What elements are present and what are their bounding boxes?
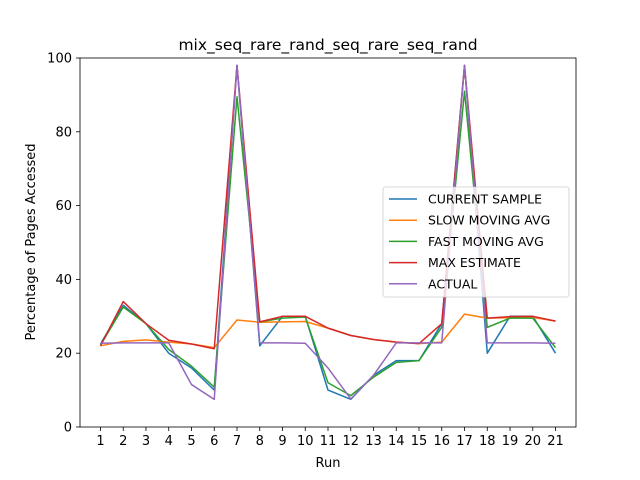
legend-label-max-estimate: MAX ESTIMATE (428, 255, 521, 270)
legend-label-slow-moving-avg: SLOW MOVING AVG (428, 213, 550, 228)
x-tick-label: 6 (210, 434, 218, 449)
chart-title: mix_seq_rare_rand_seq_rare_seq_rand (178, 36, 477, 55)
y-tick-label: 100 (47, 52, 72, 67)
legend: CURRENT SAMPLE SLOW MOVING AVG FAST MOVING… (382, 186, 570, 298)
x-tick-label: 10 (297, 434, 314, 449)
x-tick-label: 21 (547, 434, 564, 449)
x-tick-label: 7 (233, 434, 241, 449)
y-tick-label: 40 (55, 273, 72, 288)
x-tick-label: 13 (365, 434, 382, 449)
x-tick-label: 4 (165, 434, 173, 449)
y-tick-label: 0 (64, 421, 72, 436)
x-tick-label: 2 (119, 434, 127, 449)
x-tick-label: 9 (278, 434, 286, 449)
x-tick-label: 1 (96, 434, 104, 449)
x-tick-label: 8 (256, 434, 264, 449)
x-tick-label: 11 (320, 434, 337, 449)
legend-label-current-sample: CURRENT SAMPLE (428, 192, 542, 207)
x-tick-label: 16 (433, 434, 450, 449)
legend-box (382, 186, 570, 298)
x-tick-label: 14 (388, 434, 405, 449)
x-tick-label: 20 (524, 434, 541, 449)
y-tick-label: 20 (55, 347, 72, 362)
x-tick-label: 5 (187, 434, 195, 449)
x-tick-label: 18 (479, 434, 496, 449)
y-axis-ticks: 0 20 40 60 80 100 (47, 52, 80, 436)
x-axis-label: Run (316, 456, 341, 471)
y-tick-label: 80 (55, 125, 72, 140)
x-tick-label: 15 (411, 434, 428, 449)
x-tick-label: 17 (456, 434, 473, 449)
y-tick-label: 60 (55, 199, 72, 214)
y-axis-label: Percentage of Pages Accessed (24, 143, 39, 340)
x-tick-label: 3 (142, 434, 150, 449)
x-tick-label: 12 (342, 434, 359, 449)
legend-label-fast-moving-avg: FAST MOVING AVG (428, 234, 544, 249)
legend-label-actual: ACTUAL (428, 276, 477, 291)
x-tick-label: 19 (502, 434, 519, 449)
x-axis-ticks: 1 2 3 4 5 6 7 8 9 10 11 12 13 14 15 16 17 18 19 20 21 (96, 427, 564, 449)
